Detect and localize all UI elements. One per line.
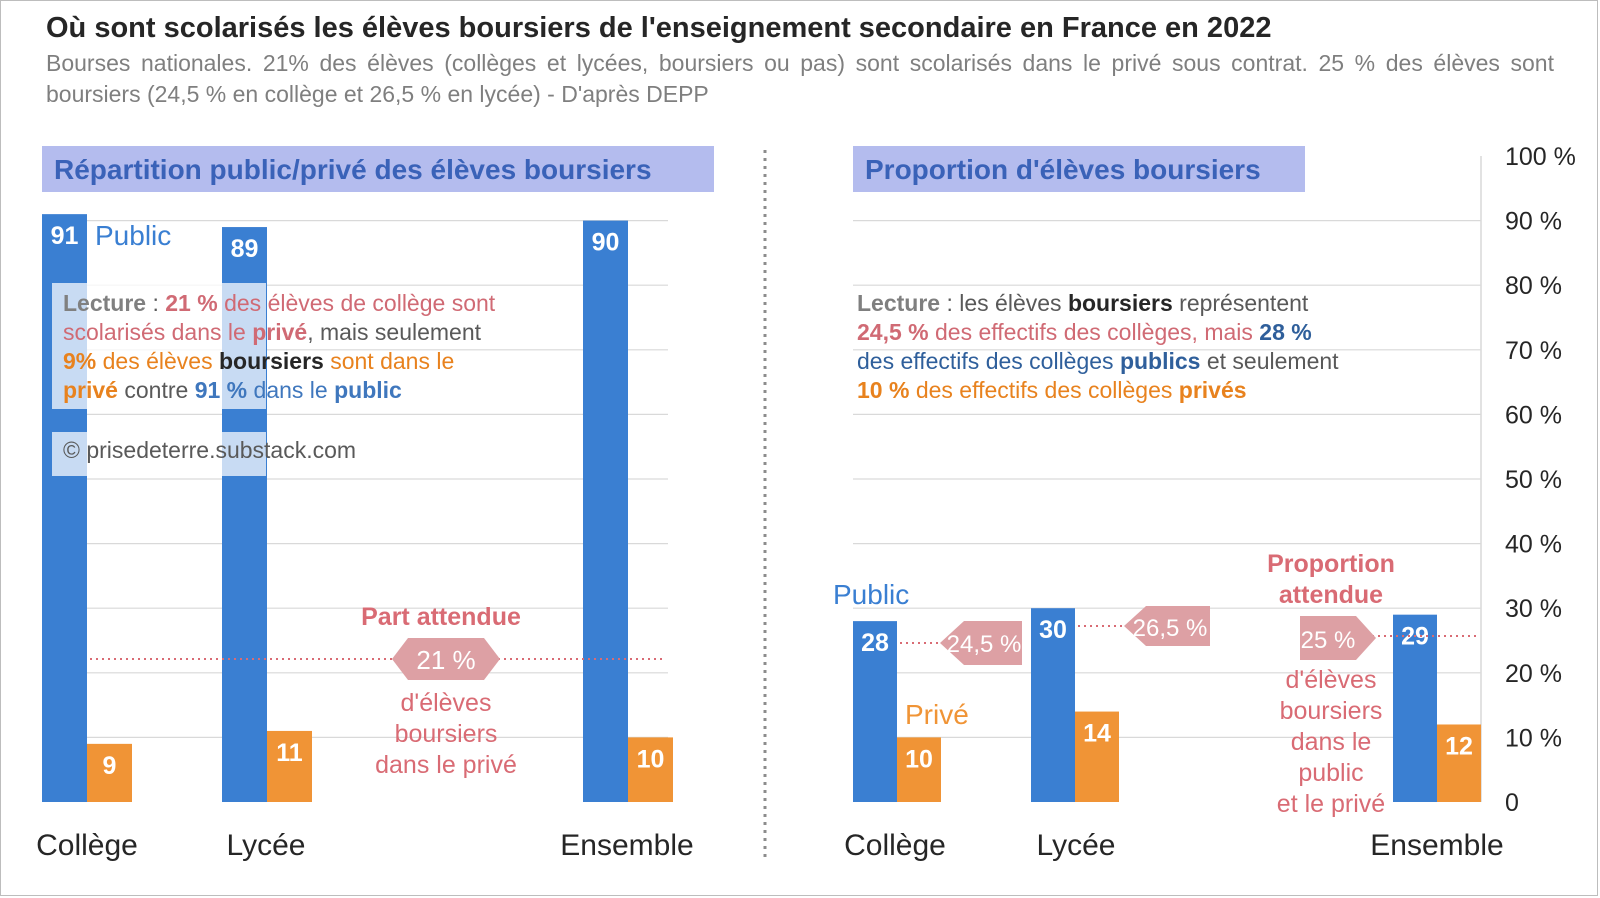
bar-value-label: 14 (1083, 720, 1111, 748)
y-tick-label: 70 % (1505, 337, 1562, 365)
left-panel-header: Répartition public/privé des élèves bour… (54, 154, 652, 185)
bar-value-label: 91 (51, 222, 79, 250)
credit-backdrop (52, 432, 266, 476)
right-category-label: Lycée (1037, 829, 1116, 862)
left-note-line: privé contre 91 % dans le public (63, 377, 402, 403)
right-public-series-label: Public (833, 579, 909, 610)
right-note-line: 24,5 % des effectifs des collèges, mais … (857, 319, 1312, 345)
prive-bar (628, 737, 673, 802)
y-tick-label: 30 % (1505, 595, 1562, 623)
public-bar (1393, 614, 1437, 802)
bar-value-label: 10 (905, 745, 933, 773)
right-note-line: des effectifs des collèges publics et se… (857, 348, 1339, 374)
lycee-reference-badge-text: 26,5 % (1133, 615, 1208, 642)
left-expected-line: dans le privé (375, 751, 517, 779)
chart-title: Où sont scolarisés les élèves boursiers … (46, 12, 1272, 44)
left-expected-line: d'élèves (401, 689, 492, 717)
bar-value-label: 11 (276, 739, 303, 767)
right-category-label: Ensemble (1370, 829, 1503, 862)
bar-value-label: 9 (103, 752, 117, 780)
right-panel-header-bg (853, 146, 1305, 192)
credit-text: © prisedeterre.substack.com (63, 437, 356, 463)
college-reference-badge-text: 24,5 % (947, 631, 1022, 658)
left-note-line: Lecture : 21 % des élèves de collège son… (63, 290, 496, 316)
right-expected-title: Proportion (1267, 550, 1395, 578)
chart-subtitle: Bourses nationales. 21% des élèves (coll… (46, 50, 1554, 107)
right-prive-series-label: Privé (905, 699, 969, 730)
public-bar (583, 220, 628, 803)
bar-value-label: 89 (231, 235, 259, 263)
y-tick-label: 10 % (1505, 724, 1562, 752)
right-expected-title: attendue (1279, 581, 1383, 609)
right-expected-line: public (1298, 759, 1363, 787)
left-note-line: 9% des élèves boursiers sont dans le (63, 348, 454, 374)
y-tick-label: 50 % (1505, 466, 1562, 494)
prive-bar (897, 737, 941, 802)
left-expected-title: Part attendue (361, 603, 521, 631)
bar-value-label: 28 (861, 629, 889, 657)
y-tick-label: 90 % (1505, 208, 1562, 236)
left-note-backdrop (52, 283, 266, 409)
ensemble-reference-badge (1300, 616, 1376, 660)
lycee-reference-badge (1124, 606, 1210, 646)
bar-value-label: 90 (592, 229, 620, 257)
left-category-label: Lycée (227, 829, 306, 862)
prive-bar (1075, 711, 1119, 802)
y-tick-label: 0 (1505, 789, 1519, 817)
left-expected-badge (392, 638, 500, 680)
public-bar (1031, 608, 1075, 802)
left-expected-badge-text: 21 % (416, 645, 475, 675)
left-note-line: scolarisés dans le privé, mais seulement (63, 319, 482, 345)
right-expected-line: boursiers (1280, 697, 1383, 725)
prive-bar (87, 743, 132, 802)
right-expected-line: et le privé (1277, 790, 1385, 818)
y-tick-label: 40 % (1505, 531, 1562, 559)
bar-value-label: 30 (1039, 616, 1067, 644)
right-note-line: 10 % des effectifs des collèges privés (857, 377, 1247, 403)
right-expected-line: dans le (1291, 728, 1372, 756)
left-category-label: Collège (36, 829, 138, 862)
left-panel-header-bg (42, 146, 714, 192)
right-y-axis: 0 10 % 20 % 30 % 40 % 50 % 60 % 70 % 80 … (1505, 143, 1576, 817)
bar-value-label: 12 (1445, 732, 1473, 760)
right-note-line: Lecture : les élèves boursiers représent… (857, 290, 1309, 316)
y-tick-label: 100 % (1505, 143, 1576, 171)
college-reference-badge (940, 621, 1022, 665)
right-category-label: Collège (844, 829, 946, 862)
right-expected-line: d'élèves (1286, 666, 1377, 694)
prive-bar (267, 730, 312, 802)
y-tick-label: 80 % (1505, 272, 1562, 300)
right-panel-header: Proportion d'élèves boursiers (865, 154, 1261, 185)
prive-bar (1437, 724, 1481, 802)
y-tick-label: 20 % (1505, 660, 1562, 688)
y-tick-label: 60 % (1505, 401, 1562, 429)
left-expected-line: boursiers (395, 720, 498, 748)
ensemble-reference-badge-text: 25 % (1301, 627, 1356, 654)
left-category-label: Ensemble (560, 829, 693, 862)
left-public-series-label: Public (95, 220, 171, 251)
bar-value-label: 10 (637, 745, 665, 773)
public-bar (853, 621, 897, 802)
